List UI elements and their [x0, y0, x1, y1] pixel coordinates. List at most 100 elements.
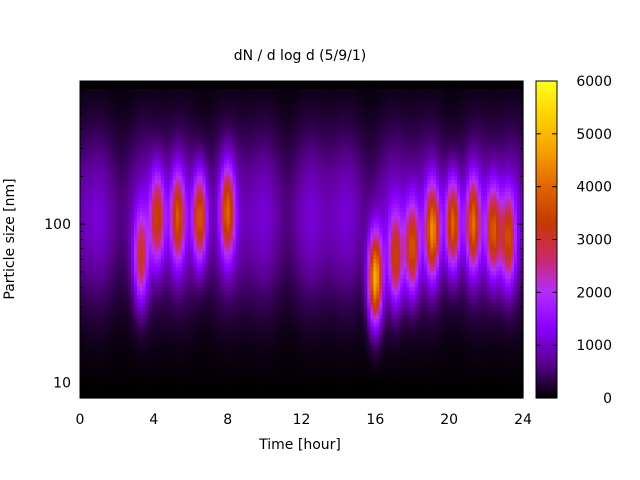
- heatmap-cell: [136, 255, 141, 260]
- heatmap-cell: [139, 140, 144, 145]
- heatmap-cell: [151, 191, 156, 197]
- heatmap-cell: [94, 156, 99, 161]
- heatmap-cell: [193, 306, 198, 312]
- heatmap-cell: [172, 227, 177, 233]
- heatmap-cell: [103, 263, 108, 268]
- heatmap-cell: [175, 168, 180, 173]
- heatmap-cell: [115, 231, 120, 237]
- heatmap-cell: [172, 116, 177, 122]
- heatmap-cell: [100, 132, 105, 138]
- heatmap-cell: [121, 239, 126, 245]
- heatmap-cell: [88, 394, 93, 399]
- heatmap-cell: [100, 382, 105, 387]
- heatmap-cell: [151, 302, 156, 308]
- heatmap-cell: [103, 120, 108, 126]
- heatmap-cell: [154, 112, 159, 118]
- heatmap-cell: [100, 362, 105, 367]
- heatmap-cell: [172, 310, 177, 316]
- heatmap-cell: [145, 283, 150, 288]
- heatmap-cell: [175, 279, 180, 284]
- heatmap-cell: [187, 338, 192, 344]
- heatmap-cell: [112, 180, 117, 185]
- heatmap-cell: [160, 310, 165, 316]
- heatmap-cell: [80, 180, 84, 185]
- heatmap-cell: [163, 362, 168, 367]
- heatmap-cell: [175, 283, 180, 288]
- heatmap-cell: [145, 176, 150, 181]
- heatmap-cell: [109, 100, 114, 106]
- heatmap-cell: [160, 294, 165, 300]
- heatmap-cell: [91, 96, 96, 102]
- heatmap-cell: [94, 390, 99, 395]
- heatmap-cell: [184, 100, 189, 106]
- heatmap-cell: [109, 164, 114, 169]
- heatmap-cell: [154, 223, 159, 229]
- heatmap-cell: [127, 136, 132, 142]
- heatmap-cell: [136, 120, 141, 126]
- heatmap-cell: [187, 342, 192, 348]
- heatmap-cell: [184, 358, 189, 363]
- heatmap-cell: [193, 358, 198, 363]
- heatmap-cell: [166, 259, 171, 264]
- heatmap-cell: [175, 176, 180, 181]
- heatmap-cell: [97, 215, 102, 221]
- heatmap-cell: [175, 322, 180, 328]
- heatmap-cell: [130, 223, 135, 229]
- heatmap-cell: [88, 140, 93, 145]
- heatmap-cell: [169, 366, 174, 371]
- heatmap-cell: [91, 247, 96, 252]
- heatmap-cell: [178, 219, 183, 225]
- heatmap-cell: [133, 302, 138, 308]
- heatmap-cell: [157, 306, 162, 312]
- heatmap-cell: [115, 203, 120, 209]
- heatmap-cell: [139, 108, 144, 114]
- heatmap-cell: [121, 287, 126, 292]
- heatmap-cell: [133, 187, 138, 193]
- heatmap-cell: [169, 96, 174, 102]
- heatmap-cell: [145, 239, 150, 245]
- heatmap-cell: [148, 180, 153, 185]
- heatmap-cell: [169, 108, 174, 114]
- heatmap-cell: [97, 386, 102, 391]
- heatmap-cell: [178, 156, 183, 161]
- heatmap-cell: [106, 310, 111, 316]
- heatmap-cell: [196, 263, 201, 268]
- heatmap-cell: [166, 120, 171, 126]
- heatmap-cell: [157, 140, 162, 145]
- heatmap-cell: [190, 314, 195, 320]
- heatmap-cell: [130, 302, 135, 308]
- heatmap-cell: [80, 104, 84, 110]
- heatmap-cell: [190, 187, 195, 193]
- heatmap-cell: [112, 247, 117, 252]
- heatmap-cell: [127, 112, 132, 118]
- heatmap-cell: [97, 140, 102, 145]
- heatmap-cell: [193, 195, 198, 201]
- heatmap-cell: [145, 326, 150, 332]
- heatmap-cell: [88, 239, 93, 245]
- heatmap-cell: [151, 160, 156, 165]
- heatmap-cell: [184, 211, 189, 217]
- heatmap-cell: [139, 275, 144, 280]
- heatmap-cell: [82, 263, 87, 268]
- heatmap-cell: [154, 199, 159, 205]
- heatmap-cell: [103, 191, 108, 197]
- heatmap-cell: [97, 378, 102, 383]
- heatmap-cell: [91, 156, 96, 161]
- heatmap-cell: [133, 88, 138, 94]
- heatmap-cell: [169, 187, 174, 193]
- heatmap-cell: [145, 84, 150, 90]
- heatmap-cell: [85, 152, 90, 157]
- heatmap-cell: [151, 346, 156, 352]
- heatmap-cell: [193, 132, 198, 138]
- heatmap-cell: [91, 283, 96, 288]
- heatmap-cell: [175, 374, 180, 379]
- heatmap-cell: [85, 366, 90, 371]
- heatmap-cell: [85, 291, 90, 296]
- heatmap-cell: [172, 81, 177, 86]
- heatmap-cell: [175, 314, 180, 320]
- heatmap-cell: [133, 271, 138, 276]
- heatmap-cell: [115, 207, 120, 213]
- heatmap-cell: [154, 247, 159, 252]
- heatmap-cell: [130, 386, 135, 391]
- heatmap-cell: [157, 342, 162, 348]
